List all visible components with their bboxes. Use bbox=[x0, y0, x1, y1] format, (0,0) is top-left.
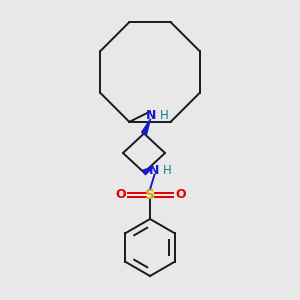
Polygon shape bbox=[142, 167, 153, 175]
Text: O: O bbox=[115, 188, 126, 202]
Text: O: O bbox=[176, 188, 186, 202]
Text: N: N bbox=[146, 109, 157, 122]
Polygon shape bbox=[142, 119, 151, 135]
Text: H: H bbox=[160, 109, 169, 122]
Text: S: S bbox=[145, 188, 155, 202]
Text: H: H bbox=[163, 164, 172, 177]
Text: N: N bbox=[149, 164, 160, 177]
